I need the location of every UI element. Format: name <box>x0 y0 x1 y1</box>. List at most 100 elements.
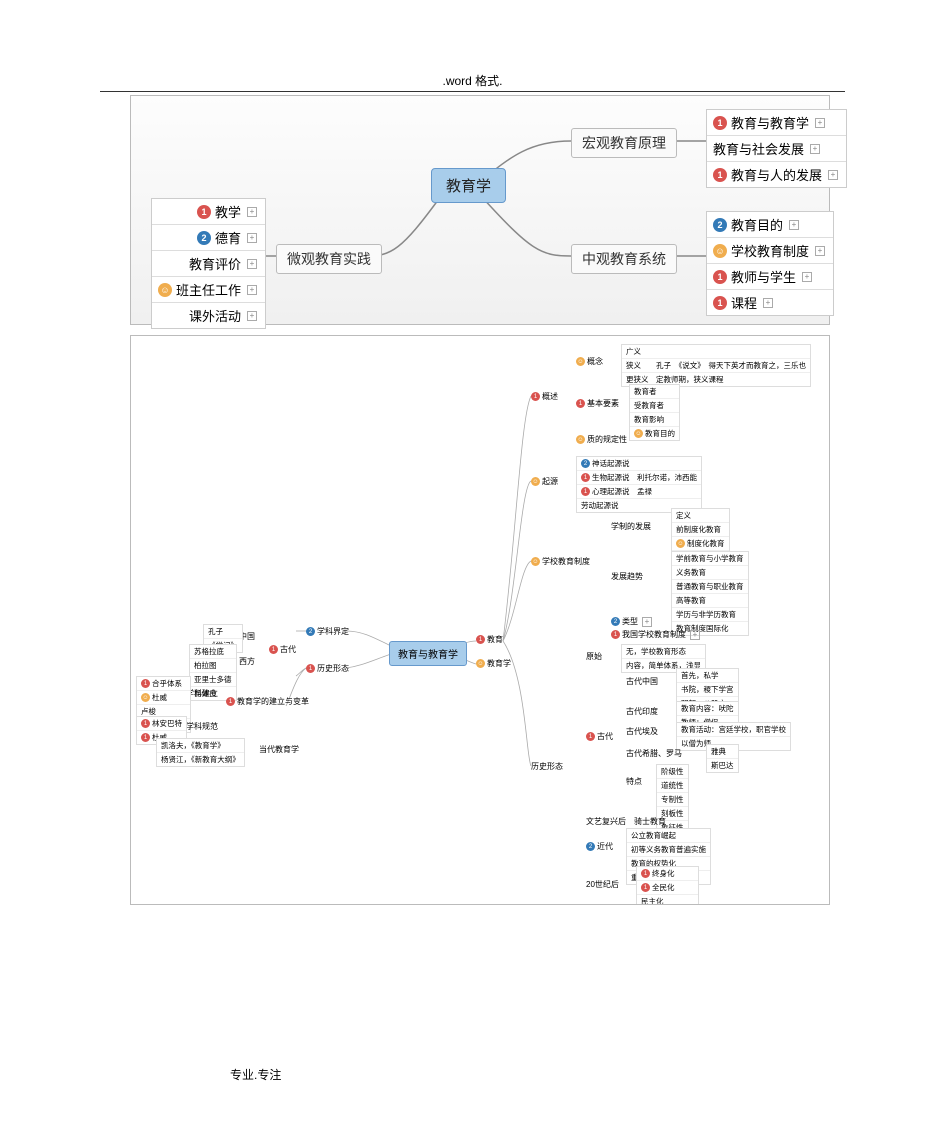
expand-icon[interactable]: + <box>247 285 257 295</box>
num-icon: 1 <box>581 473 590 482</box>
expand-icon[interactable]: + <box>802 272 812 282</box>
node-gudai-yindu: 古代印度 <box>626 706 658 717</box>
node-tedian: 特点 <box>626 776 642 787</box>
num-icon: 1 <box>713 116 727 130</box>
list-item: 狭义 孔子 《说文》 得天下英才而教育之，三乐也 <box>622 359 810 373</box>
list-item: 书院，稷下学宫 <box>677 683 738 697</box>
leaf-text: 课外活动 <box>189 306 241 325</box>
micro-leaves: 1教学+ 2德育+ 教育评价+ ☺班主任工作+ 课外活动+ <box>151 198 266 329</box>
node-label: 质的规定性 <box>587 434 627 445</box>
expand-icon[interactable]: + <box>789 220 799 230</box>
node-qushi: 发展趋势 <box>611 571 643 582</box>
leaf-item: 1教育与人的发展+ <box>707 162 846 187</box>
smile-icon: ☺ <box>141 693 150 702</box>
expand-icon[interactable]: + <box>763 298 773 308</box>
smile-icon: ☺ <box>713 244 727 258</box>
leaf-text: 德育 <box>215 228 241 247</box>
smile-icon: ☺ <box>576 435 585 444</box>
expand-icon[interactable]: + <box>828 170 838 180</box>
leaf-text: 教育与社会发展 <box>713 139 804 158</box>
num-icon: 1 <box>141 719 150 728</box>
num-icon: 1 <box>611 630 620 639</box>
leaf-text: 学校教育制度 <box>731 241 809 260</box>
qiyuan-items: 2神话起源说 1生物起源说 利托尔诺，沛西能 1心理起源说 孟禄 劳动起源说 <box>576 456 702 513</box>
node-gainian: ☺概念 <box>576 356 603 367</box>
mindmap-1: 教育学 宏观教育原理 1教育与教育学+ 教育与社会发展+ 1教育与人的发展+ 中… <box>130 95 830 325</box>
meso-leaves: 2 教育目的 + ☺ 学校教育制度 + 1 教师与学生 + 1课程+ <box>706 211 834 316</box>
num-icon: 1 <box>713 296 727 310</box>
num-icon: 1 <box>269 645 278 654</box>
node-gudai-xila: 古代希腊、罗马 <box>626 748 682 759</box>
leaf-text: 教育目的 <box>731 215 783 234</box>
branch-micro: 微观教育实践 <box>276 244 382 274</box>
leaf-item: 1教学+ <box>152 199 265 225</box>
list-item: 1林安巴特 <box>137 717 186 731</box>
expand-icon[interactable]: + <box>642 617 652 627</box>
leaf-text: 教学 <box>215 202 241 221</box>
leaf-text: 教育与人的发展 <box>731 165 822 184</box>
dangdai-items: 凯洛夫，《教育学》 杨贤江，《新教育大纲》 <box>156 738 245 767</box>
gdxl-items: 雅典 斯巴达 <box>706 744 739 773</box>
qushi-items: 学前教育与小学教育 义务教育 普通教育与职业教育 高等教育 学历与非学历教育 教… <box>671 551 749 636</box>
node-label: 概述 <box>542 391 558 402</box>
expand-icon[interactable]: + <box>247 233 257 243</box>
leaf-item: ☺班主任工作+ <box>152 277 265 303</box>
leaf-text: 教育与教育学 <box>731 113 809 132</box>
node-label: 基本要素 <box>587 398 619 409</box>
node-yaosu: 1基本要素 <box>576 398 619 409</box>
node-label: 教育 <box>487 634 503 645</box>
map2-center: 教育与教育学 <box>389 641 467 666</box>
node-woguo: 1我国学校教育制度 + <box>611 629 700 640</box>
leaf-text: 教师与学生 <box>731 267 796 286</box>
num-icon: 1 <box>306 664 315 673</box>
num-icon: 1 <box>141 679 150 688</box>
list-item: 雅典 <box>707 745 738 759</box>
expand-icon[interactable]: + <box>690 630 700 640</box>
yaosu-items: 教育者 受教育者 教育影响 ☺教育目的 <box>629 384 680 441</box>
map1-center: 教育学 <box>431 168 506 203</box>
list-item: 公立教育崛起 <box>627 829 710 843</box>
num-icon: 1 <box>586 732 595 741</box>
leaf-item: 2 教育目的 + <box>707 212 833 238</box>
num-icon: 1 <box>141 733 150 742</box>
node-left-gudai: 1古代 <box>269 644 296 655</box>
expand-icon[interactable]: + <box>810 144 820 154</box>
list-item: ☺教育目的 <box>630 427 679 440</box>
expand-icon[interactable]: + <box>247 259 257 269</box>
node-xuexiao: ☺学校教育制度 <box>531 556 590 567</box>
num-icon: 2 <box>197 231 211 245</box>
expand-icon[interactable]: + <box>247 207 257 217</box>
node-qiyuan: ☺起源 <box>531 476 558 487</box>
list-item: 民主化 <box>637 895 698 905</box>
node-jiaoyuxue: ☺教育学 <box>476 658 511 669</box>
num-icon: 1 <box>476 635 485 644</box>
leaf-item: 1课程+ <box>707 290 833 315</box>
list-item: 普通教育与职业教育 <box>672 580 748 594</box>
list-item: 学历与非学历教育 <box>672 608 748 622</box>
list-item: 苏格拉底 <box>190 645 236 659</box>
branch-meso: 中观教育系统 <box>571 244 677 274</box>
leaf-item: 2 德育 + <box>152 225 265 251</box>
expand-icon[interactable]: + <box>815 118 825 128</box>
num-icon: 1 <box>531 392 540 401</box>
list-item: 教育活动：宫廷学校，职官学校 <box>677 723 790 737</box>
leaf-item: ☺ 学校教育制度 + <box>707 238 833 264</box>
node-wenyi: 文艺复兴后 骑士教育 <box>586 816 666 827</box>
leaf-item: 教育与社会发展 + <box>707 136 846 162</box>
list-item: 1全民化 <box>637 881 698 895</box>
list-item: 受教育者 <box>630 399 679 413</box>
node-gaishu: 1概述 <box>531 391 558 402</box>
node-gudai-aiji: 古代埃及 <box>626 726 658 737</box>
list-item: 2神话起源说 <box>577 457 701 471</box>
list-item: 亚里士多德 <box>190 673 236 687</box>
gainian-items: 广义 狭义 孔子 《说文》 得天下英才而教育之，三乐也 更狭义 定教师期，狭义课… <box>621 344 811 387</box>
leaf-item: 1 教师与学生 + <box>707 264 833 290</box>
num-icon: 2 <box>713 218 727 232</box>
list-item: 道统性 <box>657 779 688 793</box>
node-label: 学校教育制度 <box>542 556 590 567</box>
expand-icon[interactable]: + <box>247 311 257 321</box>
num-icon: 1 <box>576 399 585 408</box>
expand-icon[interactable]: + <box>815 246 825 256</box>
num-icon: 1 <box>713 270 727 284</box>
mindmap-2: 教育与教育学 1教育 ☺教育学 1概述 ☺概念 广义 狭义 孔子 《说文》 得天… <box>130 335 830 905</box>
